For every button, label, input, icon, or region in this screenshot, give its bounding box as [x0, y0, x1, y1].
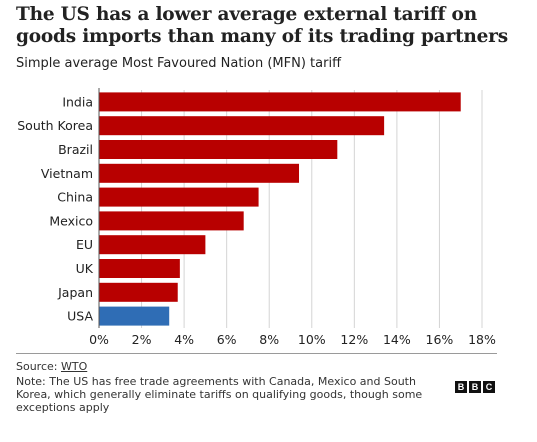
bbc-logo: B B C	[455, 381, 495, 393]
bbc-logo-letter: B	[469, 381, 481, 393]
bar	[99, 259, 180, 278]
x-tick-label: 2%	[132, 332, 152, 347]
x-tick-label: 16%	[426, 332, 454, 347]
footer-divider	[16, 353, 497, 354]
x-tick-label: 4%	[174, 332, 194, 347]
category-label: Brazil	[58, 142, 93, 157]
chart-subtitle: Simple average Most Favoured Nation (MFN…	[16, 56, 342, 71]
x-tick-label: 10%	[298, 332, 326, 347]
category-label: UK	[76, 261, 94, 276]
category-label: China	[57, 190, 93, 205]
x-tick-label: 6%	[217, 332, 237, 347]
bbc-logo-letter: B	[455, 381, 467, 393]
bar	[99, 282, 178, 302]
chart-title: The US has a lower average external tari…	[16, 4, 508, 47]
bar	[99, 92, 461, 112]
x-tick-label: 12%	[340, 332, 368, 347]
category-label: Mexico	[49, 213, 93, 228]
footnote: Note: The US has free trade agreements w…	[16, 375, 423, 414]
category-label: Vietnam	[41, 166, 93, 181]
bar-chart: India South Korea Brazil Vietnam China Mexico…	[17, 88, 496, 347]
source-line: Source: WTO	[16, 360, 87, 373]
x-tick-label: 8%	[259, 332, 279, 347]
bar	[99, 116, 385, 136]
category-label: South Korea	[17, 118, 93, 133]
category-label: USA	[67, 309, 93, 324]
x-tick-label: 14%	[383, 332, 411, 347]
x-tick-label: 18%	[468, 332, 496, 347]
bar	[99, 306, 170, 326]
category-label: Japan	[57, 285, 93, 300]
bar	[99, 140, 338, 159]
bar	[99, 211, 244, 231]
category-label: EU	[76, 237, 93, 252]
category-label: India	[62, 94, 93, 109]
bar	[99, 235, 206, 255]
bbc-logo-letter: C	[483, 381, 495, 393]
source-label: Source:	[16, 360, 61, 373]
bar	[99, 163, 300, 183]
source-link[interactable]: WTO	[60, 360, 88, 373]
bar	[99, 187, 259, 207]
x-tick-label: 0%	[89, 332, 109, 347]
